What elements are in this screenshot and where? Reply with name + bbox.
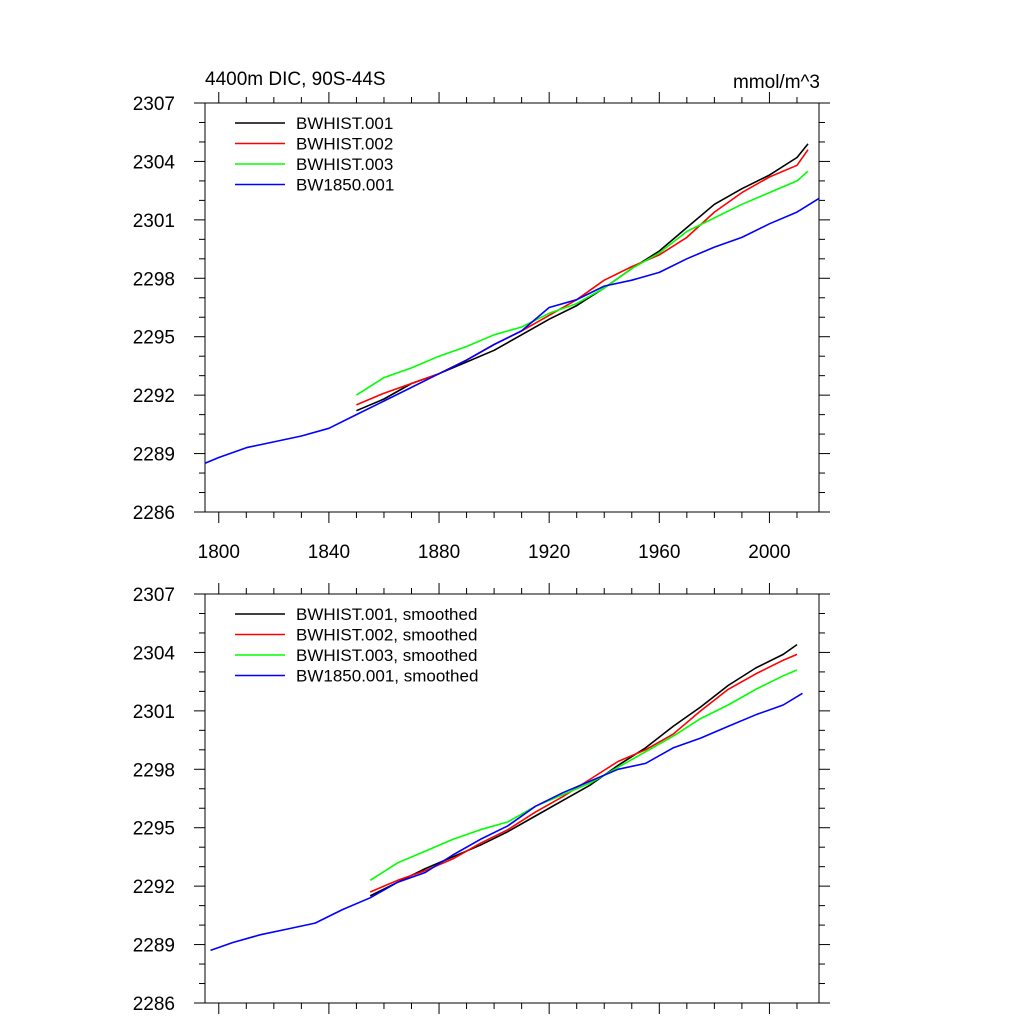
series-line bbox=[356, 143, 809, 412]
x-tick-label: 1880 bbox=[418, 542, 460, 563]
series-line bbox=[204, 197, 820, 465]
plot-frame bbox=[204, 102, 820, 513]
legend-label: BWHIST.003 bbox=[296, 155, 393, 174]
y-tick-label: 2307 bbox=[133, 94, 175, 115]
y-tick-label: 2307 bbox=[133, 585, 175, 606]
chart-units-label: mmol/m^3 bbox=[733, 72, 820, 93]
chart-panel-2: 2286 2289 2292 2295 2298 2301 2304 2307 BWHIST.0… bbox=[133, 583, 830, 1015]
x-tick-label: 1800 bbox=[198, 542, 240, 563]
series-line bbox=[369, 653, 798, 893]
plot-frame bbox=[204, 593, 820, 1004]
x-tick-label: 2000 bbox=[748, 542, 790, 563]
legend-label: BWHIST.001, smoothed bbox=[296, 605, 477, 624]
y-tick-label: 2301 bbox=[133, 211, 175, 232]
chart-title-left: 4400m DIC, 90S-44S bbox=[205, 69, 386, 90]
legend-label: BW1850.001, smoothed bbox=[296, 667, 478, 686]
legend-label: BWHIST.002, smoothed bbox=[296, 626, 477, 645]
series-line bbox=[210, 692, 803, 952]
x-tick-label: 1960 bbox=[638, 542, 680, 563]
y-tick-label: 2286 bbox=[133, 994, 175, 1015]
x-tick-label: 1920 bbox=[528, 542, 570, 563]
y-tick-label: 2298 bbox=[133, 269, 175, 290]
y-tick-label: 2304 bbox=[133, 152, 176, 173]
y-tick-label: 2304 bbox=[133, 643, 176, 664]
y-tick-label: 2292 bbox=[133, 386, 175, 407]
y-tick-label: 2292 bbox=[133, 877, 175, 898]
y-tick-label: 2289 bbox=[133, 445, 175, 466]
chart-panel-1: 2286 2289 2292 2295 2298 2301 2304 2307 1800 1840… bbox=[133, 92, 830, 563]
legend-label: BWHIST.002 bbox=[296, 135, 393, 154]
y-tick-label: 2298 bbox=[133, 760, 175, 781]
series-line bbox=[369, 669, 798, 881]
series-line bbox=[355, 170, 809, 396]
y-tick-label: 2289 bbox=[133, 936, 175, 957]
x-tick-label: 1840 bbox=[308, 542, 350, 563]
y-tick-label: 2295 bbox=[133, 819, 175, 840]
legend-label: BWHIST.003, smoothed bbox=[296, 646, 477, 665]
legend-label: BW1850.001 bbox=[296, 176, 394, 195]
legend-label: BWHIST.001 bbox=[296, 114, 393, 133]
y-tick-label: 2295 bbox=[133, 328, 175, 349]
y-tick-label: 2286 bbox=[133, 503, 175, 524]
y-tick-label: 2301 bbox=[133, 702, 175, 723]
series-line bbox=[356, 149, 809, 406]
